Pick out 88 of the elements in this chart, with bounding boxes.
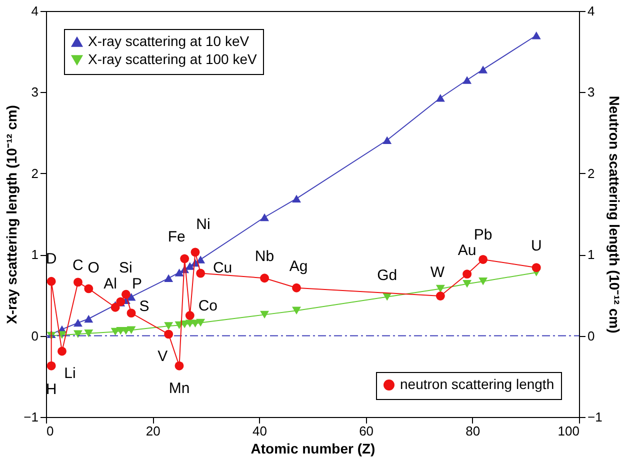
- point: [478, 66, 488, 74]
- annotation: H: [46, 380, 57, 398]
- x-tick-label: 60: [359, 424, 374, 438]
- point: [46, 276, 56, 286]
- point: [74, 330, 82, 338]
- y-tick-label: 2: [31, 166, 38, 181]
- point: [292, 194, 301, 202]
- point: [164, 274, 174, 282]
- annotation: Fe: [168, 228, 186, 246]
- point: [260, 213, 269, 222]
- annotation: V: [158, 348, 168, 366]
- point: [58, 346, 66, 356]
- point: [462, 76, 472, 84]
- point: [121, 290, 130, 299]
- annotation: Cu: [212, 259, 232, 276]
- point: [478, 278, 488, 286]
- annotation: C: [72, 257, 84, 274]
- point: [292, 283, 301, 292]
- point: [126, 308, 136, 318]
- x-tick-label: 100: [558, 424, 580, 438]
- point: [46, 361, 56, 370]
- point: [462, 270, 472, 279]
- point: [260, 274, 269, 283]
- point: [84, 284, 94, 294]
- annotation: D: [46, 250, 57, 268]
- point: [74, 318, 82, 327]
- annotation: Co: [198, 298, 218, 314]
- point: [532, 263, 541, 272]
- y-axis-title: X-ray scattering length (10⁻¹² cm): [4, 105, 20, 324]
- x-tick-label: 20: [146, 424, 160, 438]
- point: [185, 311, 194, 320]
- point: [462, 280, 472, 288]
- point: [174, 361, 184, 370]
- annotation: S: [139, 298, 150, 316]
- annotation: Au: [458, 242, 476, 260]
- point: [436, 94, 445, 102]
- annotation: Li: [64, 365, 76, 382]
- annotation: P: [132, 275, 142, 292]
- point: [382, 136, 392, 144]
- y2-tick-label: 2: [588, 166, 595, 181]
- point: [84, 329, 94, 338]
- point: [190, 248, 200, 257]
- y-tick-label: 1: [31, 247, 38, 262]
- x-tick-label: 0: [46, 424, 54, 438]
- y2-tick-label: 4: [588, 4, 595, 18]
- point: [164, 330, 174, 339]
- point: [260, 310, 269, 319]
- point: [292, 306, 301, 314]
- point: [196, 256, 206, 264]
- annotation: Si: [118, 260, 132, 277]
- point: [180, 254, 190, 264]
- y2-tick-label: 3: [588, 84, 595, 100]
- annotation: Nb: [254, 248, 274, 266]
- annotation: U: [530, 238, 542, 255]
- y2-tick-label: 1: [588, 247, 595, 262]
- y2-tick-label: 0: [588, 328, 595, 344]
- y2-axis-title: Neutron scattering length (10⁻¹² cm): [606, 96, 622, 334]
- point: [532, 31, 541, 40]
- y-tick-label: 3: [31, 84, 38, 100]
- y-tick-label: 0: [31, 328, 38, 344]
- annotation: Gd: [377, 266, 398, 284]
- legend-label: X-ray scattering at 10 keV: [88, 33, 250, 49]
- y-tick-label: 4: [31, 4, 38, 18]
- y-tick-label: −1: [24, 410, 38, 424]
- y2-tick-label: −1: [588, 410, 602, 424]
- point: [196, 318, 206, 327]
- annotation: O: [88, 260, 100, 277]
- annotation: Ni: [196, 216, 210, 234]
- point: [436, 284, 445, 293]
- point: [196, 268, 206, 278]
- annotation: Al: [104, 275, 117, 292]
- x-tick-label: 80: [466, 424, 480, 438]
- point: [110, 302, 120, 312]
- point: [164, 322, 174, 330]
- point: [74, 278, 82, 287]
- annotation: Mn: [168, 380, 190, 397]
- point: [478, 255, 488, 264]
- point: [126, 326, 136, 334]
- annotation: W: [430, 264, 446, 282]
- annotation: Pb: [474, 226, 492, 244]
- x-axis-title: Atomic number (Z): [250, 440, 376, 456]
- legend-label: X-ray scattering at 100 keV: [88, 51, 258, 67]
- annotation: Ag: [289, 258, 308, 275]
- point: [174, 268, 184, 276]
- x-tick-label: 40: [252, 424, 267, 438]
- point: [84, 314, 94, 323]
- legend-label: neutron scattering length: [400, 376, 554, 392]
- point: [436, 292, 445, 300]
